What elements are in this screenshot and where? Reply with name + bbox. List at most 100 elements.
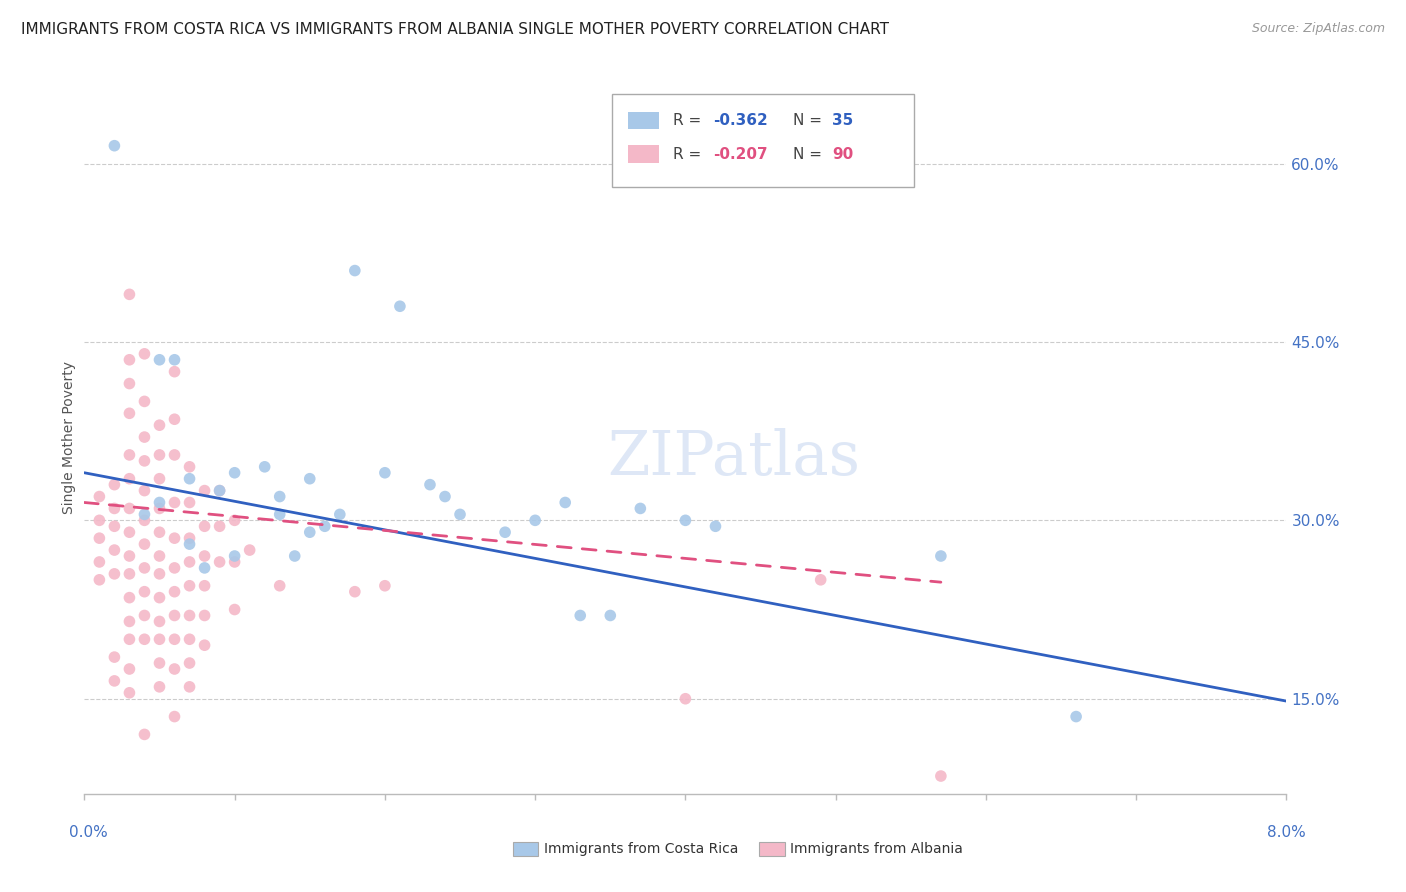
Text: Source: ZipAtlas.com: Source: ZipAtlas.com (1251, 22, 1385, 36)
Point (374, 579, 396, 593)
Point (134, 508, 156, 522)
Point (103, 519, 125, 533)
Point (224, 466, 246, 480)
Point (179, 537, 201, 551)
Point (163, 608, 186, 623)
Text: ZIPatlas: ZIPatlas (607, 428, 860, 489)
Point (343, 263, 366, 277)
Point (524, 513, 547, 527)
Point (118, 352, 141, 367)
Point (103, 650, 125, 665)
Point (163, 352, 186, 367)
Point (179, 579, 201, 593)
Point (179, 531, 201, 545)
Point (194, 638, 217, 652)
Point (179, 495, 201, 509)
Point (118, 472, 141, 486)
Point (134, 608, 156, 623)
Point (449, 508, 471, 522)
Point (179, 656, 201, 670)
Point (599, 608, 621, 623)
Point (194, 549, 217, 563)
Point (224, 549, 246, 563)
Point (118, 662, 141, 676)
Point (134, 561, 156, 575)
Point (194, 579, 217, 593)
Text: Immigrants from Costa Rica: Immigrants from Costa Rica (544, 842, 738, 856)
Point (298, 472, 321, 486)
Point (89, 573, 111, 587)
Point (163, 495, 186, 509)
Point (224, 513, 246, 527)
Point (269, 490, 291, 504)
Point (148, 615, 170, 629)
Point (148, 566, 170, 581)
Point (118, 406, 141, 420)
Point (163, 365, 186, 379)
Y-axis label: Single Mother Poverty: Single Mother Poverty (62, 360, 76, 514)
Point (148, 680, 170, 694)
Point (103, 501, 125, 516)
Point (208, 483, 231, 498)
Point (374, 466, 396, 480)
Point (134, 483, 156, 498)
Point (929, 769, 952, 783)
Point (208, 519, 231, 533)
Point (194, 483, 217, 498)
Point (118, 501, 141, 516)
Point (554, 495, 576, 509)
Text: IMMIGRANTS FROM COSTA RICA VS IMMIGRANTS FROM ALBANIA SINGLE MOTHER POVERTY CORR: IMMIGRANTS FROM COSTA RICA VS IMMIGRANTS… (21, 22, 889, 37)
Point (134, 394, 156, 409)
Point (179, 680, 201, 694)
Point (118, 525, 141, 540)
Point (434, 490, 457, 504)
Point (118, 686, 141, 700)
Point (118, 615, 141, 629)
Point (810, 573, 832, 587)
Point (148, 632, 170, 647)
Point (343, 584, 366, 599)
Point (148, 549, 170, 563)
Point (253, 459, 276, 474)
Point (163, 632, 186, 647)
Point (163, 584, 186, 599)
Point (89, 555, 111, 569)
Point (134, 513, 156, 527)
Point (494, 525, 516, 540)
Point (628, 501, 651, 516)
Point (704, 519, 727, 533)
Point (163, 531, 186, 545)
Point (163, 662, 186, 676)
Point (118, 632, 141, 647)
Point (89, 531, 111, 545)
Point (269, 579, 291, 593)
Point (118, 448, 141, 462)
Point (388, 299, 411, 313)
Point (179, 608, 201, 623)
Point (148, 448, 170, 462)
Point (194, 519, 217, 533)
Point (148, 591, 170, 605)
Point (929, 549, 952, 563)
Point (179, 472, 201, 486)
Point (118, 549, 141, 563)
Point (118, 376, 141, 391)
Point (329, 508, 352, 522)
Point (163, 709, 186, 723)
Text: -0.362: -0.362 (713, 113, 768, 128)
Point (134, 430, 156, 444)
Point (419, 477, 441, 491)
Point (134, 347, 156, 361)
Point (179, 632, 201, 647)
Point (179, 555, 201, 569)
Point (118, 287, 141, 301)
Point (163, 448, 186, 462)
Point (103, 477, 125, 491)
Text: R =: R = (673, 113, 707, 128)
Point (134, 632, 156, 647)
Point (163, 412, 186, 426)
Point (194, 561, 217, 575)
Point (134, 584, 156, 599)
Point (148, 418, 170, 433)
Point (208, 483, 231, 498)
